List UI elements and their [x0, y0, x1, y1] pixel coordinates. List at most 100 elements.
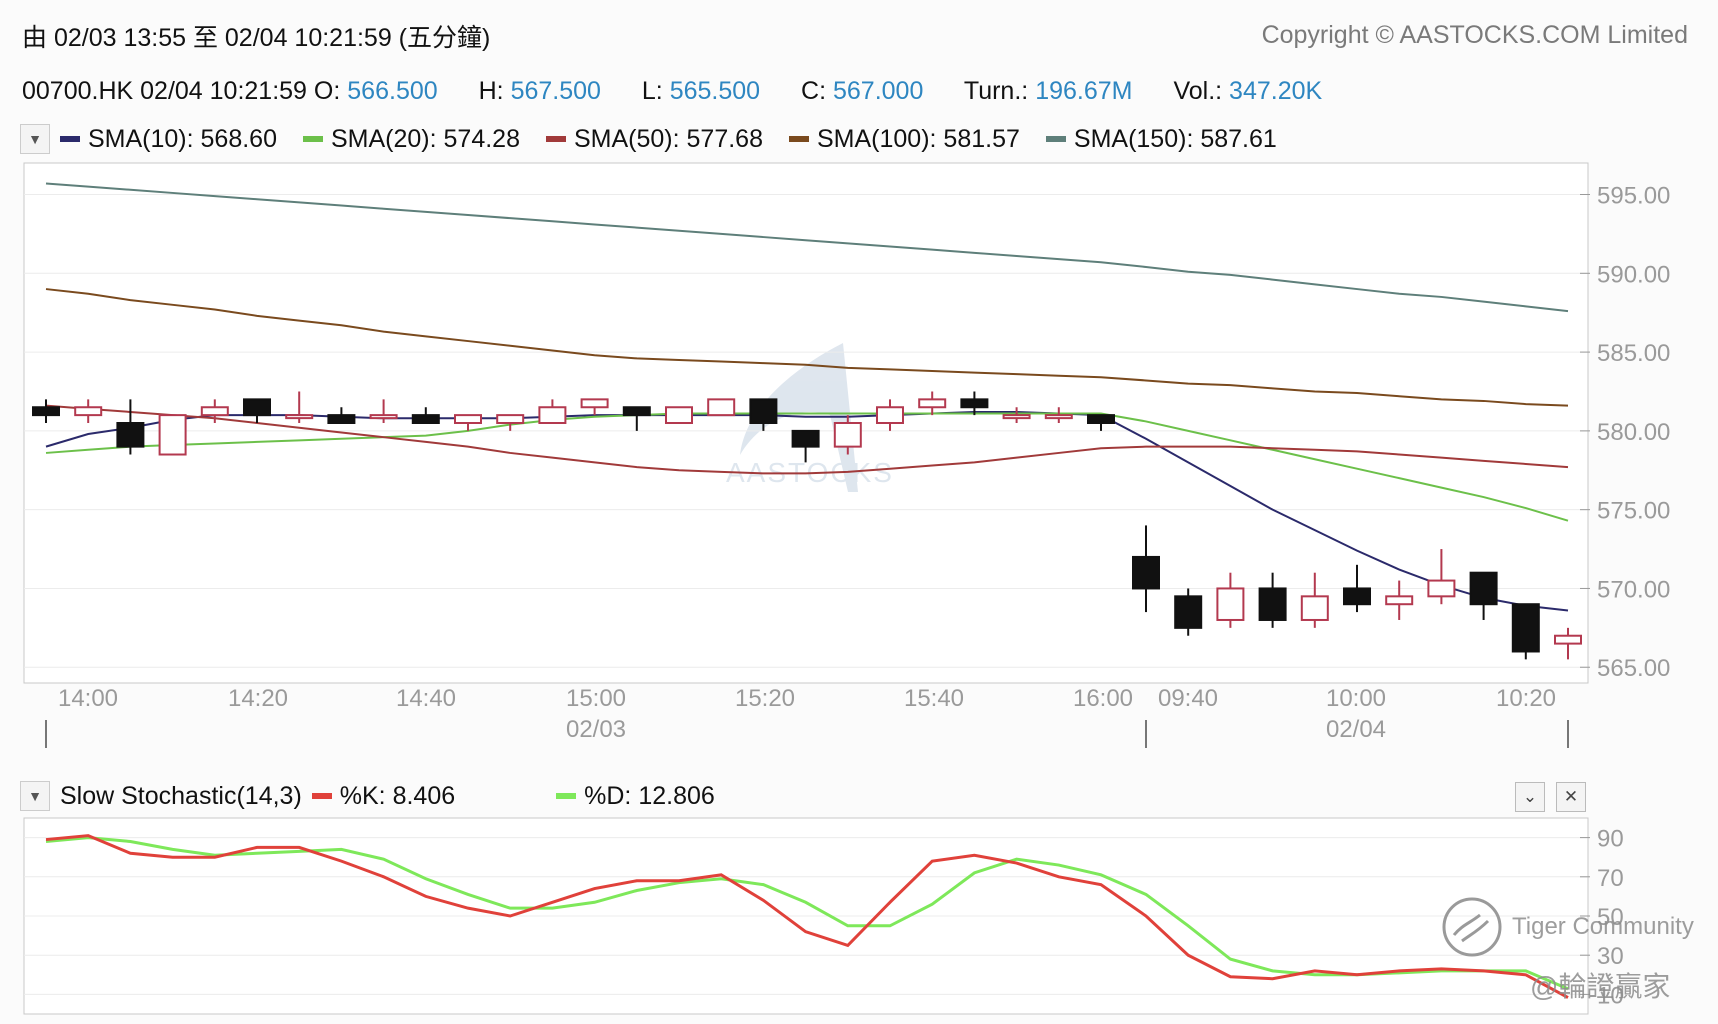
candle-body [369, 414, 398, 420]
candle-body [538, 406, 567, 425]
candle-body [791, 429, 820, 448]
candle-body [918, 398, 947, 409]
candle-body [327, 414, 356, 425]
legend-label: SMA(150): 587.61 [1073, 124, 1277, 153]
stoch-k-line [45, 834, 1569, 999]
stochastic-plot-area [23, 817, 1589, 1015]
candle-body [1343, 587, 1371, 606]
legend-d: %D: 12.806 [556, 782, 715, 811]
collapse-panel-button[interactable]: ⌄ [1515, 782, 1545, 812]
high-label: H: [478, 77, 504, 105]
copyright-text: Copyright © AASTOCKS.COM Limited [1261, 21, 1688, 49]
price-y-tick-label: 575.00 [1597, 498, 1670, 525]
candle-body [1258, 587, 1287, 621]
candle-body [1216, 587, 1245, 621]
candle-body [1469, 571, 1498, 606]
candle-body [665, 406, 693, 425]
price-y-tick-label: 565.00 [1597, 655, 1670, 682]
legend-label: %D: 12.806 [584, 781, 715, 810]
price-x-tick-label: 15:00 [566, 685, 626, 712]
price-y-tick-label: 595.00 [1597, 183, 1670, 210]
candle-body [960, 398, 989, 409]
turnover-value: 196.67M [1035, 77, 1133, 105]
tiger-logo-icon [1442, 897, 1502, 957]
sma-line [45, 182, 1569, 313]
price-x-tick-label: 14:20 [228, 685, 288, 712]
price-x-tick-label: 10:00 [1326, 685, 1386, 712]
candle-body [200, 406, 229, 417]
close-panel-button[interactable]: ✕ [1556, 782, 1586, 812]
price-y-tick-label: 590.00 [1597, 261, 1670, 288]
volume-value: 347.20K [1229, 77, 1323, 105]
legend-swatch [1045, 136, 1066, 142]
volume-label: Vol.: [1173, 77, 1223, 105]
open-label: O: [313, 77, 341, 105]
sma-line [45, 288, 1569, 407]
candle-body [32, 406, 60, 417]
candle-body [833, 422, 862, 448]
legend-swatch [311, 793, 332, 799]
aastocks-watermark: AASTOCKS [726, 343, 892, 492]
candle-body [580, 398, 609, 409]
candle-body [1174, 595, 1203, 629]
candle-body [285, 414, 314, 420]
time-range: 由 02/03 13:55 至 02/04 10:21:59 (五分鐘) [22, 24, 491, 52]
candle-body [1300, 595, 1329, 621]
price-y-tick-label: 580.00 [1597, 419, 1670, 446]
sma-line [45, 404, 1569, 475]
stochastic-dropdown-icon[interactable]: ▼ [20, 781, 50, 811]
legend-label: SMA(20): 574.28 [331, 124, 520, 153]
price-x-tick-label: 14:00 [58, 685, 118, 712]
aastocks-logo-shape [740, 343, 858, 492]
price-x-tick-label: 15:40 [904, 685, 964, 712]
candle-body [1385, 595, 1414, 606]
high-value: 567.500 [510, 77, 601, 105]
legend-sma150: SMA(150): 587.61 [1045, 124, 1277, 154]
candle-body [1511, 603, 1540, 653]
legend-label: %K: 8.406 [339, 781, 456, 810]
candle-body [1087, 414, 1115, 425]
legend-sma50: SMA(50): 577.68 [546, 125, 763, 154]
candle-body [1427, 579, 1456, 598]
price-date-label: 02/03 [566, 716, 626, 743]
legend-swatch [556, 793, 577, 799]
close-value: 567.000 [832, 77, 924, 105]
price-plot-area [23, 162, 1589, 684]
legend-k: %K: 8.406 [311, 781, 456, 811]
candle-body [749, 398, 778, 425]
price-x-tick-label: 10:20 [1496, 685, 1556, 712]
candle-body [707, 398, 736, 417]
sma-line [45, 410, 1569, 612]
stochastic-title: Slow Stochastic(14,3) [60, 781, 302, 810]
user-watermark: @輪證贏家 [1530, 971, 1671, 1002]
candle-body [116, 422, 145, 448]
candle-body [411, 414, 440, 425]
stoch-y-tick-label: 70 [1597, 865, 1624, 892]
candle-body [243, 398, 271, 417]
symbol-time: 00700.HK 02/04 10:21:59 [22, 77, 307, 105]
candle-body [74, 406, 103, 417]
candle-body [454, 414, 482, 425]
stoch-d-line [45, 836, 1569, 991]
legend-label: SMA(50): 577.68 [574, 124, 763, 153]
legend-swatch [60, 136, 80, 142]
indicator-dropdown-icon[interactable]: ▼ [20, 124, 50, 154]
legend-label: SMA(10): 568.60 [88, 124, 277, 153]
price-y-tick-label: 570.00 [1597, 576, 1670, 603]
price-x-tick-label: 09:40 [1158, 685, 1218, 712]
candle-body [496, 414, 525, 425]
candle-body [876, 406, 904, 425]
low-value: 565.500 [669, 77, 761, 105]
legend-swatch [303, 136, 323, 142]
close-label: C: [801, 77, 827, 105]
candle-body [622, 406, 651, 417]
price-date-label: 02/04 [1326, 716, 1386, 743]
candle-body [1554, 634, 1582, 645]
tiger-community-watermark: Tiger Community [1440, 895, 1694, 959]
low-label: L: [641, 77, 663, 105]
ohlc-bar: 00700.HK 02/04 10:21:59 O: 566.500 H: 56… [22, 77, 1322, 106]
price-y-tick-label: 585.00 [1597, 340, 1670, 367]
candle-body [158, 414, 187, 456]
sma-line [45, 412, 1569, 522]
candle-body [1132, 555, 1160, 590]
